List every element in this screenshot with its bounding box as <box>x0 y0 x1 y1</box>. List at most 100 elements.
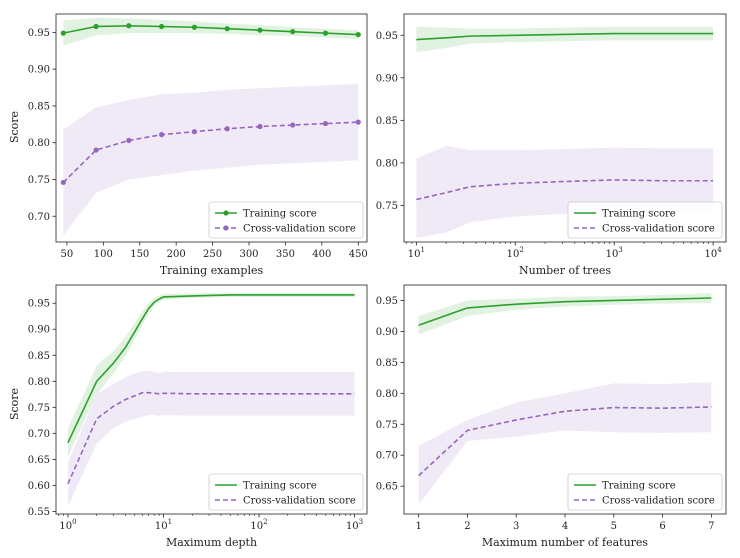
y-tick-label: 0.75 <box>376 420 398 431</box>
y-tick-label: 0.85 <box>28 101 50 112</box>
subplot-maximum-depth: 0.55 0.60 0.65 0.70 0.75 0.80 0.85 0.90 0.95 100 1… <box>28 284 368 549</box>
y-tick-label: 0.75 <box>376 201 398 212</box>
x-tick-label: 102 <box>250 518 267 532</box>
y-tick-label: 0.75 <box>28 403 50 414</box>
y-tick-label: 0.90 <box>376 73 398 84</box>
y-tick-label: 0.70 <box>28 212 50 223</box>
data-point-training <box>257 27 263 33</box>
data-point-training <box>126 23 132 29</box>
legend-frame <box>567 201 723 239</box>
data-point-cross-validation <box>93 147 99 153</box>
x-tick-label: 103 <box>606 246 623 260</box>
x-tick-label: 7 <box>708 521 714 532</box>
legend-label-cross-validation: Cross-validation score <box>243 496 356 507</box>
x-tick-label: 400 <box>312 249 331 260</box>
x-axis-label: Maximum depth <box>166 536 257 549</box>
y-axis-label-bottom: Score <box>8 388 21 420</box>
series-line-cross-validation <box>418 406 712 477</box>
y-tick-label: 0.80 <box>376 389 398 400</box>
subplot-maximum-number-of-features: 0.65 0.70 0.75 0.80 0.85 0.90 0.95 1 2 3 4 5 6 7 Maxim… <box>376 284 727 549</box>
x-tick-label: 6 <box>659 521 665 532</box>
data-point-training <box>355 31 361 38</box>
x-tick-label: 104 <box>705 246 723 260</box>
series-line-cross-validation <box>62 121 359 183</box>
x-tick-label: 101 <box>155 518 172 532</box>
series-line-training <box>67 294 355 444</box>
data-point-training <box>159 23 165 30</box>
y-tick-label: 0.80 <box>376 158 398 169</box>
y-tick-label: 0.95 <box>376 31 398 42</box>
y-tick-label: 0.90 <box>28 65 50 76</box>
series-line-training <box>418 297 712 326</box>
y-tick-label: 0.70 <box>376 451 398 462</box>
y-tick-label: 0.95 <box>28 299 50 310</box>
legend-label-cross-validation: Cross-validation score <box>602 224 715 235</box>
x-tick-label: 2 <box>464 521 470 532</box>
x-tick-label: 1 <box>415 521 421 532</box>
legend-marker-training <box>223 210 229 216</box>
x-tick-label: 250 <box>203 249 222 260</box>
x-tick-label: 100 <box>94 249 113 260</box>
y-tick-label: 0.65 <box>28 455 50 466</box>
data-point-training <box>224 26 230 32</box>
x-tick-label: 5 <box>611 521 617 532</box>
x-axis-label: Number of trees <box>519 264 611 277</box>
legend-label-cross-validation: Cross-validation score <box>243 224 356 235</box>
x-tick-label: 450 <box>349 249 368 260</box>
legend: Training score Cross-validation score <box>567 473 723 511</box>
legend-label-training: Training score <box>602 481 676 492</box>
y-tick-label: 0.80 <box>28 138 50 149</box>
legend: Training score Cross-validation score <box>567 201 723 239</box>
series-line-cross-validation <box>416 179 714 201</box>
legend-label-training: Training score <box>243 209 317 220</box>
data-point-training <box>290 29 296 35</box>
x-tick-label: 103 <box>346 518 363 532</box>
y-tick-label: 0.90 <box>28 325 50 336</box>
legend-frame <box>208 201 364 239</box>
x-tick-label: 150 <box>130 249 149 260</box>
data-point-cross-validation <box>257 123 263 130</box>
data-point-cross-validation <box>159 132 165 138</box>
series-line-training <box>63 24 359 36</box>
legend: Training score Cross-validation score <box>208 473 364 511</box>
data-point-cross-validation <box>60 179 66 186</box>
data-point-cross-validation <box>355 119 361 125</box>
data-point-cross-validation <box>191 129 197 135</box>
x-tick-label: 102 <box>507 246 524 260</box>
y-tick-label: 0.80 <box>28 377 50 388</box>
x-tick-label: 350 <box>276 249 295 260</box>
y-tick-label: 0.85 <box>376 116 398 127</box>
y-tick-label: 0.65 <box>376 482 398 493</box>
legend-label-training: Training score <box>602 209 676 220</box>
band-training <box>418 293 712 335</box>
x-tick-label: 101 <box>408 246 425 260</box>
subplot-training-examples: 0.70 0.75 0.80 0.85 0.90 0.95 50 100 150 200 250 30… <box>28 13 368 277</box>
x-tick-label: 4 <box>562 521 568 532</box>
x-axis-label: Training examples <box>160 264 264 277</box>
legend-frame <box>567 473 723 511</box>
band-cross-validation <box>416 145 714 238</box>
x-tick-label: 3 <box>513 521 519 532</box>
y-tick-label: 0.75 <box>28 175 50 186</box>
axes-frame <box>403 13 727 243</box>
x-tick-label: 100 <box>59 518 76 532</box>
plot-area <box>418 293 712 505</box>
axes-frame <box>55 284 368 515</box>
axes-frame <box>55 13 368 243</box>
data-point-training <box>322 30 329 36</box>
subplot-number-of-trees: 0.75 0.80 0.85 0.90 0.95 101 102 103 104 Number o… <box>376 13 727 277</box>
plot-area <box>60 17 361 236</box>
y-tick-label: 0.90 <box>376 327 398 338</box>
x-tick-label: 50 <box>61 249 74 260</box>
band-cross-validation <box>67 370 355 507</box>
plot-area <box>416 26 714 238</box>
legend-marker-cross-validation <box>223 225 229 231</box>
y-tick-label: 0.60 <box>28 481 50 492</box>
x-axis-label: Maximum number of features <box>482 536 648 549</box>
y-tick-label: 0.95 <box>376 296 398 307</box>
band-training <box>416 26 714 53</box>
y-tick-label: 0.85 <box>28 351 50 362</box>
y-tick-label: 0.55 <box>28 507 50 518</box>
legend: Training score Cross-validation score <box>208 201 364 239</box>
